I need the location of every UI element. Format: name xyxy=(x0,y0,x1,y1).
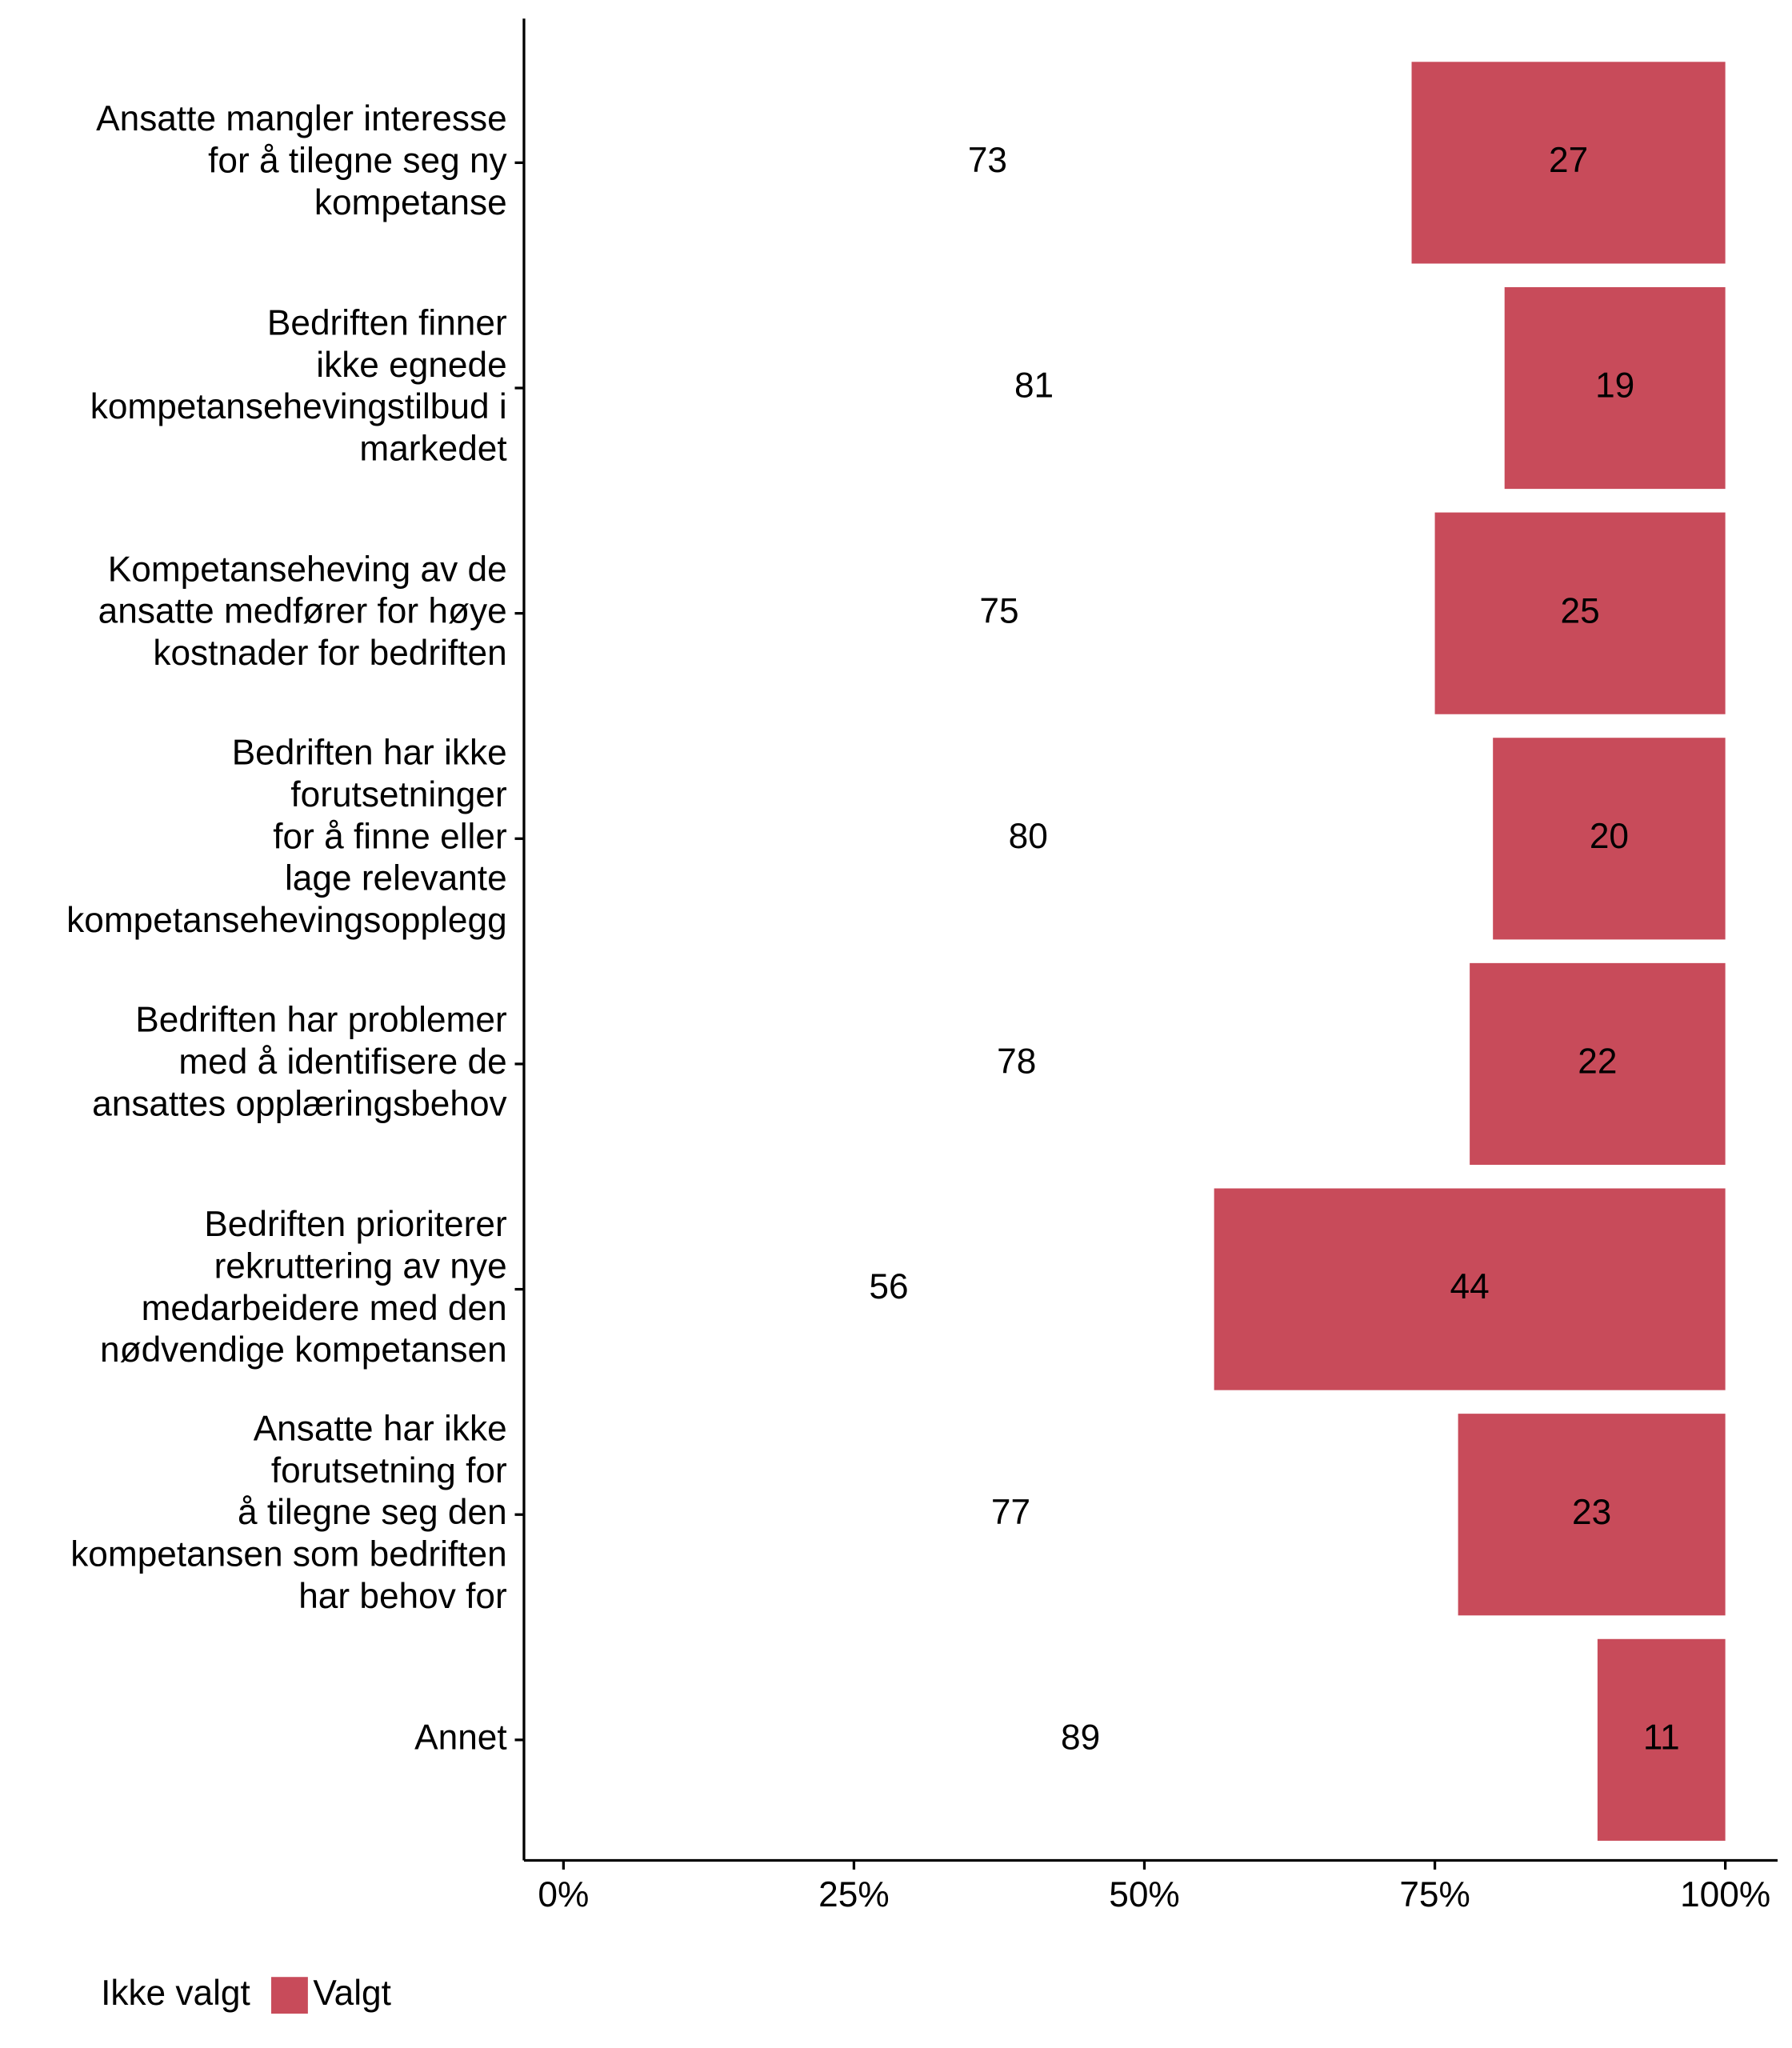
bar xyxy=(1434,512,1726,714)
x-tick-label: 75% xyxy=(1399,1875,1470,1914)
value-label: 78 xyxy=(997,1042,1036,1082)
y-tick-label: Annet xyxy=(414,1718,507,1758)
bar xyxy=(563,1638,1598,1841)
bar xyxy=(1214,1188,1726,1390)
bar xyxy=(563,62,1412,264)
value-label: 23 xyxy=(1572,1493,1611,1532)
value-label: 56 xyxy=(869,1267,908,1306)
bar xyxy=(563,512,1435,714)
y-tick-label: Ansatte mangler interesse for å tilegne s… xyxy=(96,99,507,222)
value-label: 22 xyxy=(1578,1042,1617,1082)
value-label: 75 xyxy=(979,591,1018,630)
value-label: 20 xyxy=(1590,817,1629,856)
legend-label: Valgt xyxy=(313,1974,390,2013)
value-label: 19 xyxy=(1595,366,1634,406)
x-tick-label: 25% xyxy=(818,1875,889,1914)
bar xyxy=(563,286,1505,490)
bar xyxy=(1504,286,1726,490)
bar xyxy=(1458,1414,1726,1616)
x-tick-label: 50% xyxy=(1109,1875,1179,1914)
value-label: 25 xyxy=(1561,591,1600,630)
bar xyxy=(1493,738,1726,940)
bar xyxy=(563,1188,1214,1390)
y-tick-label: Ansatte har ikke forutsetning for å tilegn… xyxy=(70,1409,506,1616)
bar xyxy=(1470,962,1726,1166)
bar xyxy=(1597,1638,1726,1841)
y-tick-label: Bedriften prioriterer rekruttering av nye… xyxy=(100,1205,507,1370)
x-tick-label: 0% xyxy=(538,1875,589,1914)
value-label: 77 xyxy=(991,1493,1030,1532)
value-label: 89 xyxy=(1061,1718,1100,1758)
bar xyxy=(563,1414,1458,1616)
y-tick-label: Bedriften finner ikke egnede kompetansehev… xyxy=(90,303,507,468)
bar xyxy=(563,738,1494,940)
value-label: 44 xyxy=(1450,1267,1490,1306)
value-label: 11 xyxy=(1643,1718,1680,1758)
bar xyxy=(1411,62,1726,264)
value-label: 73 xyxy=(968,141,1007,180)
y-tick-label: Kompetanseheving av de ansatte medfører f… xyxy=(98,550,507,673)
legend-key xyxy=(271,1977,308,2014)
x-tick-label: 100% xyxy=(1680,1875,1770,1914)
legend-key xyxy=(58,1977,96,2014)
value-label: 27 xyxy=(1549,141,1588,180)
bar xyxy=(563,962,1470,1166)
value-label: 81 xyxy=(1014,366,1054,406)
value-label: 80 xyxy=(1009,817,1048,856)
y-tick-label: Bedriften har problemer med å identifiser… xyxy=(92,1000,507,1123)
y-tick-label: Bedriften har ikke forutsetninger for å fi… xyxy=(66,733,507,940)
legend-label: Ikke valgt xyxy=(101,1974,250,2013)
